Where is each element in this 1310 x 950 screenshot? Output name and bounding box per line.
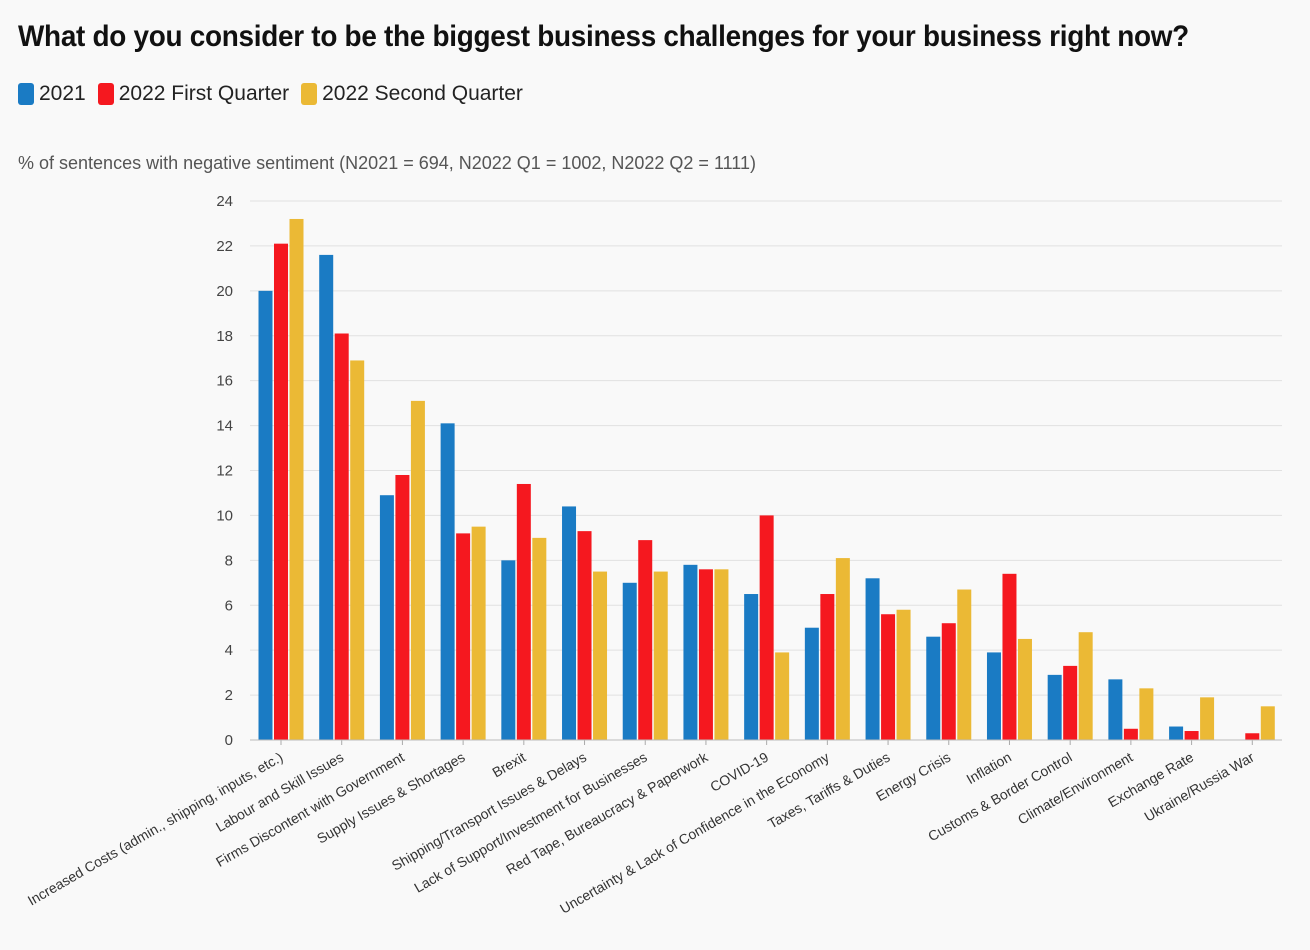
chart-title: What do you consider to be the biggest b… <box>18 20 1189 53</box>
bar[interactable] <box>319 254 334 740</box>
bar[interactable] <box>1123 728 1138 740</box>
x-tick-label: Ukraine/Russia War <box>1141 749 1257 825</box>
y-tick-label: 10 <box>216 507 233 524</box>
bar[interactable] <box>653 571 668 740</box>
y-tick-label: 0 <box>225 732 233 749</box>
bar[interactable] <box>516 483 531 740</box>
y-tick-label: 14 <box>216 418 233 435</box>
bar[interactable] <box>471 526 486 740</box>
legend-label-2021: 2021 <box>39 82 86 105</box>
y-tick-label: 22 <box>216 238 233 255</box>
bar[interactable] <box>593 571 608 740</box>
legend-item-2022-q1[interactable]: 2022 First Quarter <box>97 82 290 106</box>
bar[interactable] <box>1002 573 1017 740</box>
bar[interactable] <box>1169 726 1184 740</box>
bar[interactable] <box>759 515 774 740</box>
bar[interactable] <box>941 623 956 740</box>
bar[interactable] <box>775 652 790 740</box>
x-tick-label: Brexit <box>489 749 528 781</box>
bar[interactable] <box>1108 679 1123 740</box>
bar[interactable] <box>986 652 1001 740</box>
bar[interactable] <box>1245 733 1260 740</box>
bar[interactable] <box>1063 665 1078 740</box>
y-tick-label: 12 <box>216 463 233 480</box>
bar[interactable] <box>744 594 759 740</box>
bar[interactable] <box>289 218 304 740</box>
bar[interactable] <box>896 609 911 740</box>
legend-label-2022-q1: 2022 First Quarter <box>118 82 290 105</box>
legend: 2021 2022 First Quarter 2022 Second Quar… <box>18 82 535 106</box>
bar[interactable] <box>562 506 577 740</box>
bar[interactable] <box>410 400 425 740</box>
y-tick-label: 6 <box>225 597 233 614</box>
legend-label-2022-q2: 2022 Second Quarter <box>322 82 523 105</box>
y-tick-label: 4 <box>225 642 233 659</box>
bar[interactable] <box>532 537 547 740</box>
legend-swatch-2022-q1 <box>97 83 114 105</box>
bar[interactable] <box>638 540 653 740</box>
y-tick-label: 2 <box>225 687 233 704</box>
bar[interactable] <box>804 627 819 740</box>
bar[interactable] <box>258 290 273 740</box>
bar[interactable] <box>501 560 516 740</box>
bar[interactable] <box>820 594 835 740</box>
bar[interactable] <box>835 558 850 740</box>
legend-swatch-2022-q2 <box>301 83 318 105</box>
y-tick-label: 24 <box>216 193 233 210</box>
bar[interactable] <box>926 636 941 740</box>
bar[interactable] <box>334 333 349 740</box>
bar[interactable] <box>350 360 365 740</box>
x-tick-label: Increased Costs (admin., shipping, input… <box>25 749 286 909</box>
bar[interactable] <box>865 578 880 740</box>
legend-item-2021[interactable]: 2021 <box>18 82 86 106</box>
bar[interactable] <box>714 569 729 740</box>
bar[interactable] <box>1017 638 1032 740</box>
y-tick-label: 8 <box>225 552 233 569</box>
bar[interactable] <box>274 243 288 740</box>
y-tick-label: 20 <box>216 283 233 300</box>
bar[interactable] <box>1139 688 1154 740</box>
x-tick-label: Climate/Environment <box>1015 749 1136 828</box>
y-tick-label: 18 <box>216 328 233 345</box>
bar[interactable] <box>698 569 713 740</box>
bar[interactable] <box>1260 706 1275 740</box>
bar[interactable] <box>957 589 972 740</box>
y-tick-label: 16 <box>216 373 233 390</box>
bar[interactable] <box>622 582 637 740</box>
bar[interactable] <box>577 531 592 740</box>
bar[interactable] <box>1184 731 1199 740</box>
bar[interactable] <box>1047 674 1062 740</box>
bar[interactable] <box>1078 632 1093 740</box>
bar[interactable] <box>379 495 394 740</box>
legend-item-2022-q2[interactable]: 2022 Second Quarter <box>301 82 523 106</box>
bar[interactable] <box>683 564 698 740</box>
bar[interactable] <box>881 614 896 740</box>
bar[interactable] <box>1200 697 1215 740</box>
legend-swatch-2021 <box>18 83 34 105</box>
x-tick-label: Inflation <box>963 749 1013 787</box>
chart-subtitle: % of sentences with negative sentiment (… <box>18 153 756 173</box>
bar[interactable] <box>395 474 410 740</box>
bar[interactable] <box>440 423 455 740</box>
bar[interactable] <box>456 533 471 740</box>
